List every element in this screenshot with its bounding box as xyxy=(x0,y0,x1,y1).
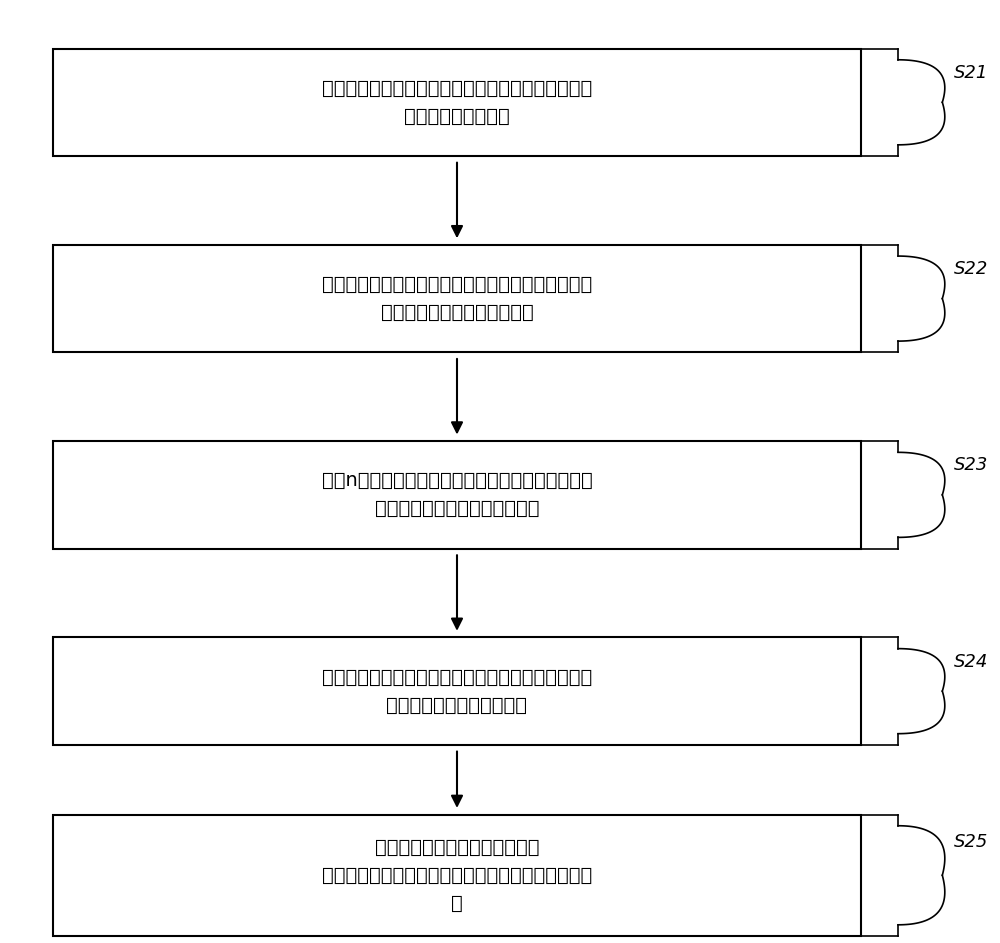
FancyBboxPatch shape xyxy=(53,637,861,745)
Text: S25: S25 xyxy=(954,833,989,851)
FancyBboxPatch shape xyxy=(53,48,861,156)
Text: 将所述亮度差值对应的灰阶电压
与灰阶最大值对应的灰阶电压进行比较，得到补偿系
数: 将所述亮度差值对应的灰阶电压 与灰阶最大值对应的灰阶电压进行比较，得到补偿系 数 xyxy=(322,837,592,913)
Text: 驱动显示器件中的各亚像素实现白色图像显示，将显
示器件的背板点亮；: 驱动显示器件中的各亚像素实现白色图像显示，将显 示器件的背板点亮； xyxy=(322,79,592,125)
Text: S22: S22 xyxy=(954,260,989,278)
FancyBboxPatch shape xyxy=(53,441,861,549)
Text: 在所述显示器件的出光侧测量并记录显示所述纯白色
图像对应的各亚像素的亮度值: 在所述显示器件的出光侧测量并记录显示所述纯白色 图像对应的各亚像素的亮度值 xyxy=(322,275,592,323)
FancyBboxPatch shape xyxy=(53,245,861,353)
Text: S24: S24 xyxy=(954,653,989,670)
Text: S23: S23 xyxy=(954,456,989,474)
Text: 根据所述最大亮度值确定每一等分区域亮度值与所述
最大亮度值之间的亮度差值: 根据所述最大亮度值确定每一等分区域亮度值与所述 最大亮度值之间的亮度差值 xyxy=(322,668,592,715)
Text: 确定n等分区域内亮度最大的一个等分区域，该等分
区域对应的亮度值为最大亮度值: 确定n等分区域内亮度最大的一个等分区域，该等分 区域对应的亮度值为最大亮度值 xyxy=(322,472,592,519)
FancyBboxPatch shape xyxy=(53,815,861,936)
Text: S21: S21 xyxy=(954,64,989,82)
